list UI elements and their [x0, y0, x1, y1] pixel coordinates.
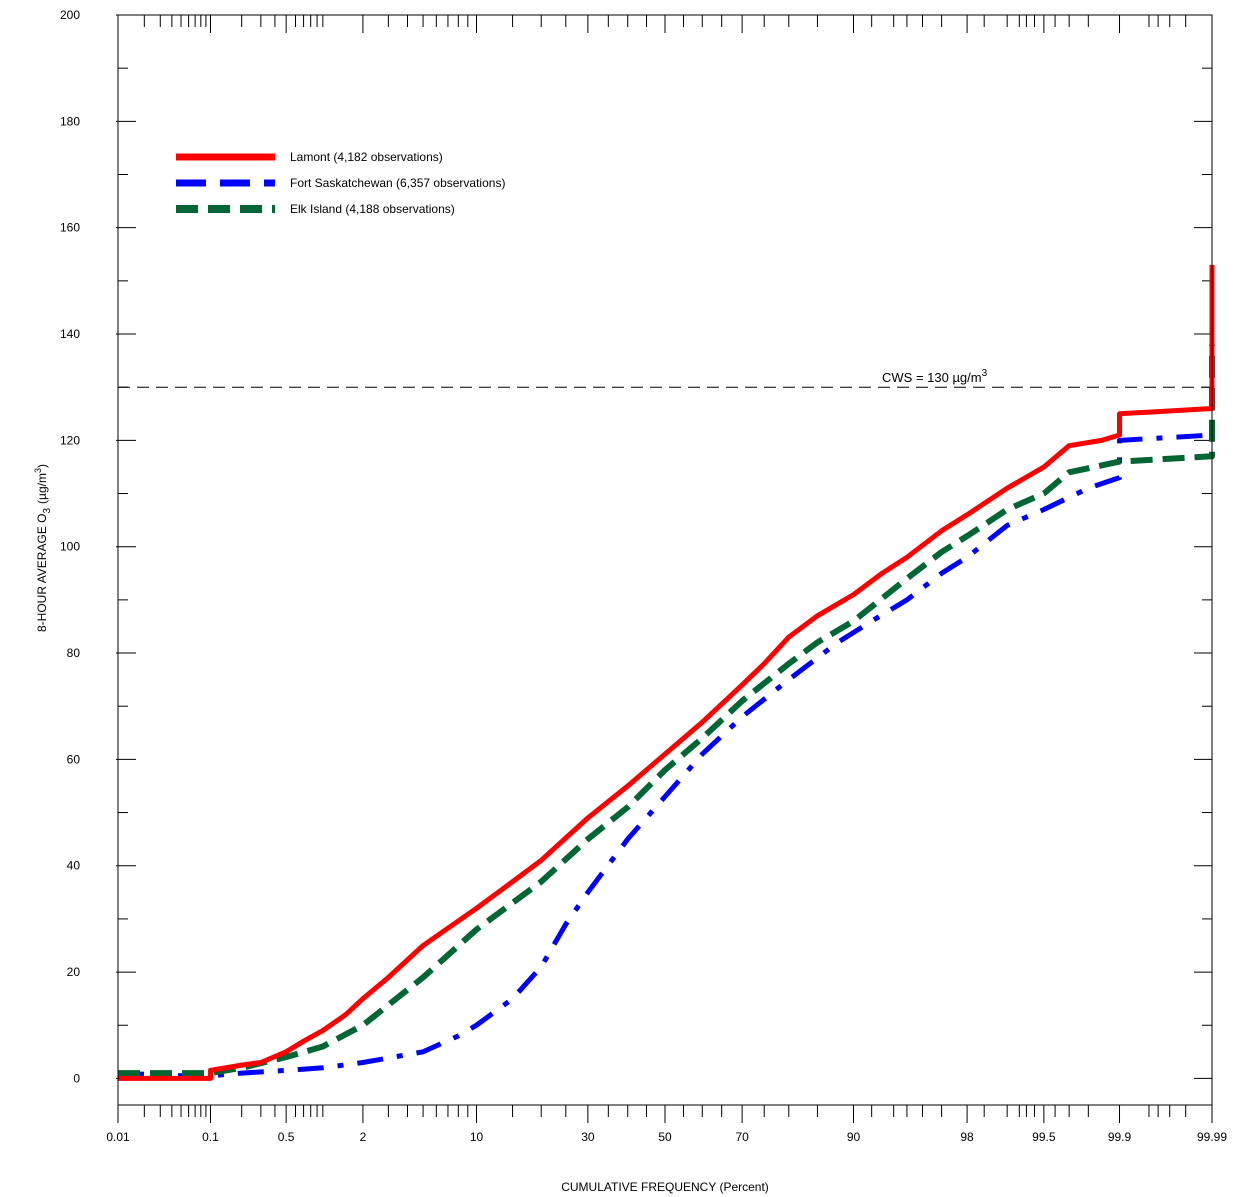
x-tick-label: 0.1 [202, 1130, 219, 1144]
x-tick-label: 99.9 [1108, 1130, 1132, 1144]
x-tick-label: 70 [735, 1130, 749, 1144]
x-tick-label: 50 [658, 1130, 672, 1144]
x-tick-label: 0.5 [278, 1130, 295, 1144]
cws-reference-label: CWS = 130 µg/m3 [882, 368, 988, 385]
plot-frame [117, 14, 1213, 1106]
y-tick-label: 80 [67, 646, 81, 660]
y-tick-label: 120 [60, 433, 80, 447]
y-tick-label: 180 [60, 114, 80, 128]
legend: Lamont (4,182 observations) Fort Saskatch… [176, 150, 505, 216]
y-tick-label: 40 [67, 859, 81, 873]
x-tick-label: 99.99 [1197, 1130, 1227, 1144]
series-line-elk-island [118, 344, 1215, 1077]
label-layer: CUMULATIVE FREQUENCY (Percent) 8-HOUR AV… [33, 368, 988, 1194]
legend-label-elk-island: Elk Island (4,188 observations) [290, 202, 455, 216]
cws-reference-label-text: CWS = 130 µg/m [882, 370, 982, 385]
x-tick-label: 0.01 [106, 1130, 130, 1144]
x-tick-label: 98 [960, 1130, 974, 1144]
y-tick-label: 20 [67, 965, 81, 979]
x-axis-title: CUMULATIVE FREQUENCY (Percent) [561, 1180, 769, 1194]
cws-reference-label-sup: 3 [982, 368, 988, 379]
y-tick-label: 200 [60, 8, 80, 22]
y-axis-title-close: ) [35, 464, 49, 468]
y-tick-label: 100 [60, 540, 80, 554]
y-tick-label: 140 [60, 327, 80, 341]
y-axis-title-main: 8-HOUR AVERAGE O [35, 514, 49, 632]
plot-border [117, 14, 1213, 1106]
y-tick-label: 160 [60, 221, 80, 235]
series-line-lamont [118, 264, 1215, 1081]
tick-layer: 0.01 0.1 0.5 2 10 30 50 70 90 98 99.5 99.9 99.99 0 20 4… [60, 8, 1227, 1144]
series-layer [117, 264, 1215, 1081]
x-tick-label: 10 [470, 1130, 484, 1144]
legend-label-fort-saskatchewan: Fort Saskatchewan (6,357 observations) [290, 176, 505, 190]
x-tick-label: 90 [847, 1130, 861, 1144]
legend-label-lamont: Lamont (4,182 observations) [290, 150, 443, 164]
y-axis-title-sub: 3 [42, 508, 53, 514]
x-tick-label: 2 [360, 1130, 367, 1144]
y-axis-title-unit: (µg/m [35, 473, 49, 504]
y-tick-label: 60 [67, 752, 81, 766]
x-tick-label: 30 [581, 1130, 595, 1144]
y-axis-title: 8-HOUR AVERAGE O3(µg/m3) [33, 464, 53, 632]
x-tick-label: 99.5 [1032, 1130, 1056, 1144]
series-line-fort-saskatchewan [117, 318, 1215, 1079]
y-axis-title-unit-sup: 3 [33, 468, 43, 473]
y-tick-label: 0 [73, 1071, 80, 1085]
